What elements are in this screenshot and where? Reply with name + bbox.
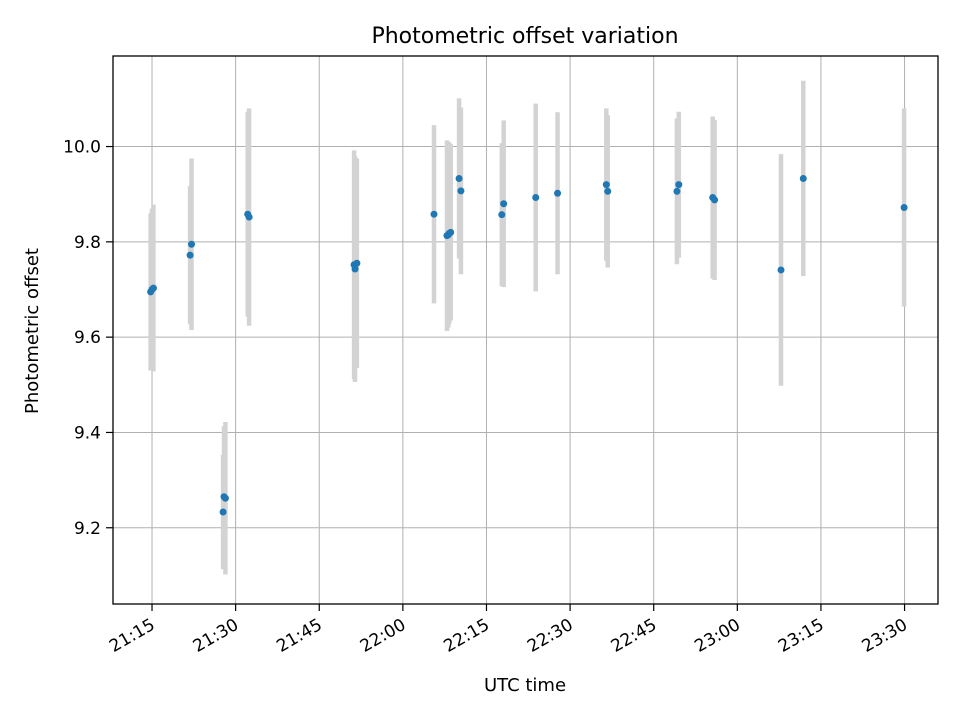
y-tick-label: 9.2 [74, 519, 101, 539]
data-point [457, 187, 465, 195]
y-tick-label: 10.0 [63, 138, 101, 158]
data-point [447, 228, 455, 236]
data-point [604, 187, 612, 195]
data-point [188, 240, 196, 248]
data-point [353, 259, 361, 267]
data-point [500, 200, 508, 208]
data-point [554, 189, 562, 197]
data-point [498, 211, 506, 219]
data-point [673, 187, 681, 195]
plot-frame [112, 55, 939, 605]
data-point [219, 508, 227, 516]
data-point [799, 174, 807, 182]
data-point [430, 210, 438, 218]
data-point [245, 213, 253, 221]
chart-title: Photometric offset variation [371, 24, 678, 49]
y-axis-ticks: 9.2 9.4 9.6 9.8 10.0 [63, 138, 113, 539]
y-axis-label: Photometric offset [22, 248, 43, 414]
data-points [147, 174, 908, 516]
data-point [221, 494, 229, 502]
x-axis-label: UTC time [484, 675, 566, 696]
data-point [711, 196, 719, 204]
y-tick-label: 9.4 [74, 423, 101, 443]
data-point [532, 194, 540, 202]
data-point [602, 181, 610, 189]
data-point [455, 174, 463, 182]
y-tick-label: 9.6 [74, 328, 101, 348]
data-point [186, 251, 194, 259]
y-tick-label: 9.8 [74, 233, 101, 253]
data-point [777, 266, 785, 274]
data-point [149, 284, 157, 292]
grid [113, 56, 938, 604]
data-point [351, 265, 359, 273]
data-point [675, 181, 683, 189]
data-point [900, 204, 908, 212]
